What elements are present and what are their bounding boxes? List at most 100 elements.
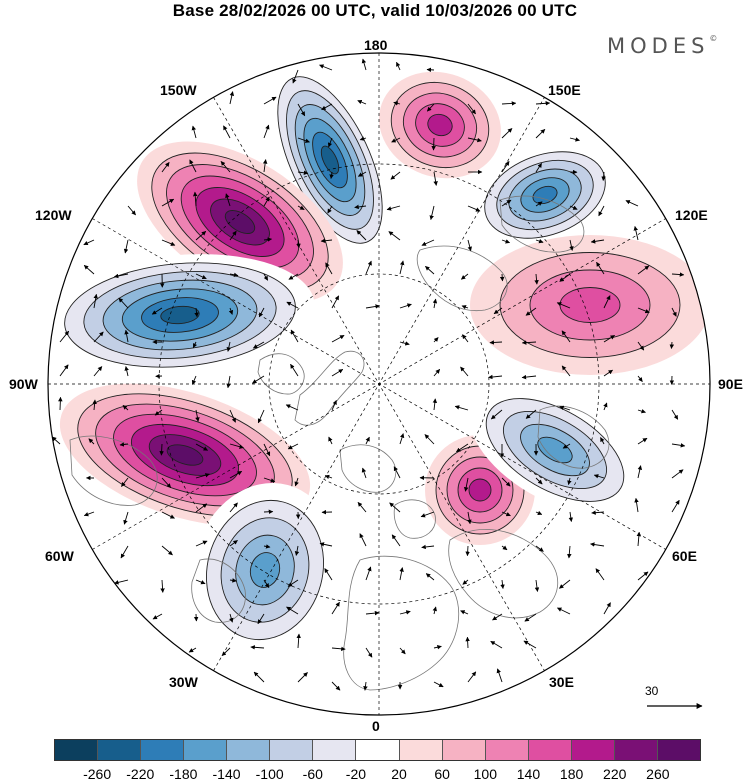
wind-arrow xyxy=(433,171,438,186)
wind-arrow xyxy=(357,501,367,513)
wind-arrow xyxy=(119,442,129,447)
wind-arrow xyxy=(524,613,537,622)
wind-arrow xyxy=(500,579,505,590)
wind-arrow xyxy=(329,171,334,179)
colorbar-tick-label: 60 xyxy=(434,766,450,782)
wind-arrow xyxy=(521,340,537,345)
wind-arrow xyxy=(229,578,237,583)
wind-arrow xyxy=(671,499,680,513)
wind-arrow xyxy=(365,647,373,658)
wind-arrow xyxy=(59,330,70,343)
anomaly-contour-negative xyxy=(160,305,200,325)
wind-arrow xyxy=(331,681,341,691)
colorbar-swatch xyxy=(227,740,271,760)
colorbar-swatch xyxy=(614,740,658,760)
wind-arrow xyxy=(535,510,543,515)
wind-arrow xyxy=(124,366,129,377)
lon-label-90w: 90W xyxy=(9,376,38,392)
wind-arrow xyxy=(365,610,380,616)
wind-arrow xyxy=(460,610,469,615)
wind-arrow xyxy=(58,396,63,411)
colorbar-tick-label: 220 xyxy=(603,766,627,782)
lon-label-120e: 120E xyxy=(675,207,708,223)
wind-arrow xyxy=(88,438,95,445)
wind-arrow xyxy=(637,409,646,414)
wind-arrow xyxy=(535,101,551,106)
wind-arrow xyxy=(263,196,270,207)
lon-label-60e: 60E xyxy=(672,548,697,564)
wind-arrow xyxy=(195,579,206,585)
wind-arrow xyxy=(365,566,372,581)
wind-arrow xyxy=(83,511,95,517)
wind-arrow xyxy=(357,100,367,105)
wind-arrow xyxy=(637,571,649,581)
colorbar-swatch xyxy=(399,740,443,760)
wind-arrow xyxy=(359,533,367,547)
wind-arrow xyxy=(327,205,333,214)
wind-arrow xyxy=(603,602,611,615)
wind-arrow xyxy=(319,64,333,71)
wind-arrow xyxy=(501,477,511,487)
wind-arrow xyxy=(633,225,639,241)
wind-arrow xyxy=(559,273,571,282)
colorbar-tick-label: 180 xyxy=(559,766,584,782)
wind-arrow xyxy=(567,477,572,486)
wind-arrow xyxy=(257,613,265,625)
wind-arrow xyxy=(429,205,435,221)
colorbar: -260 -220 -180 -140 -100 -60 -20 20 60 100 140 180 2… xyxy=(54,739,701,782)
wind-arrow xyxy=(161,477,172,489)
anomaly-contour-positive xyxy=(427,113,453,137)
wind-arrow xyxy=(328,436,333,445)
coastlines xyxy=(69,195,610,691)
wind-arrow xyxy=(359,136,367,141)
wind-arrow xyxy=(121,477,129,487)
wind-arrow xyxy=(433,337,439,343)
wind-arrow xyxy=(591,510,605,515)
wind-arrow xyxy=(603,369,613,377)
anomaly-contour-positive xyxy=(224,210,256,234)
anomaly-contour-positive xyxy=(559,287,621,323)
wind-arrow xyxy=(152,613,163,620)
wind-arrow xyxy=(399,303,412,309)
wind-arrow xyxy=(399,341,410,346)
wind-arrow xyxy=(257,409,265,424)
wind-arrow xyxy=(331,601,340,615)
wind-arrow xyxy=(357,171,367,177)
wind-arrow xyxy=(467,137,482,143)
wind-arrow xyxy=(122,404,129,411)
wind-arrow xyxy=(161,511,175,519)
wind-arrow xyxy=(195,503,208,513)
wind-arrow xyxy=(561,330,571,343)
wind-arrow xyxy=(462,334,469,343)
wind-arrow xyxy=(327,137,333,148)
colorbar-tick-label: 100 xyxy=(473,766,498,782)
wind-arrow xyxy=(393,466,401,479)
wind-arrow xyxy=(637,265,650,275)
wind-arrow xyxy=(365,304,380,309)
wind-arrow xyxy=(228,307,234,315)
colorbar-tick-label: -100 xyxy=(255,766,284,782)
anomaly-contour-negative xyxy=(532,185,558,205)
wind-arrow xyxy=(637,341,645,351)
wind-arrow xyxy=(490,409,503,420)
wind-arrow xyxy=(421,544,435,550)
colorbar-swatch xyxy=(442,740,486,760)
wind-arrow xyxy=(603,335,615,343)
wind-arrow xyxy=(263,477,276,483)
lon-label-150e: 150E xyxy=(548,82,581,98)
wind-arrow xyxy=(263,273,269,281)
wind-arrow xyxy=(501,101,517,106)
wind-arrow xyxy=(127,205,136,216)
wind-arrow xyxy=(292,69,299,84)
wind-arrow xyxy=(331,369,344,377)
wind-arrow xyxy=(161,198,175,207)
wind-arrow xyxy=(195,473,210,479)
wind-arrow xyxy=(388,231,401,241)
wind-arrow xyxy=(567,545,572,559)
wind-arrow xyxy=(634,497,639,513)
wind-arrow xyxy=(426,103,435,112)
wind-arrow xyxy=(93,293,98,309)
lon-label-180: 180 xyxy=(364,37,388,53)
graticule xyxy=(48,53,710,715)
